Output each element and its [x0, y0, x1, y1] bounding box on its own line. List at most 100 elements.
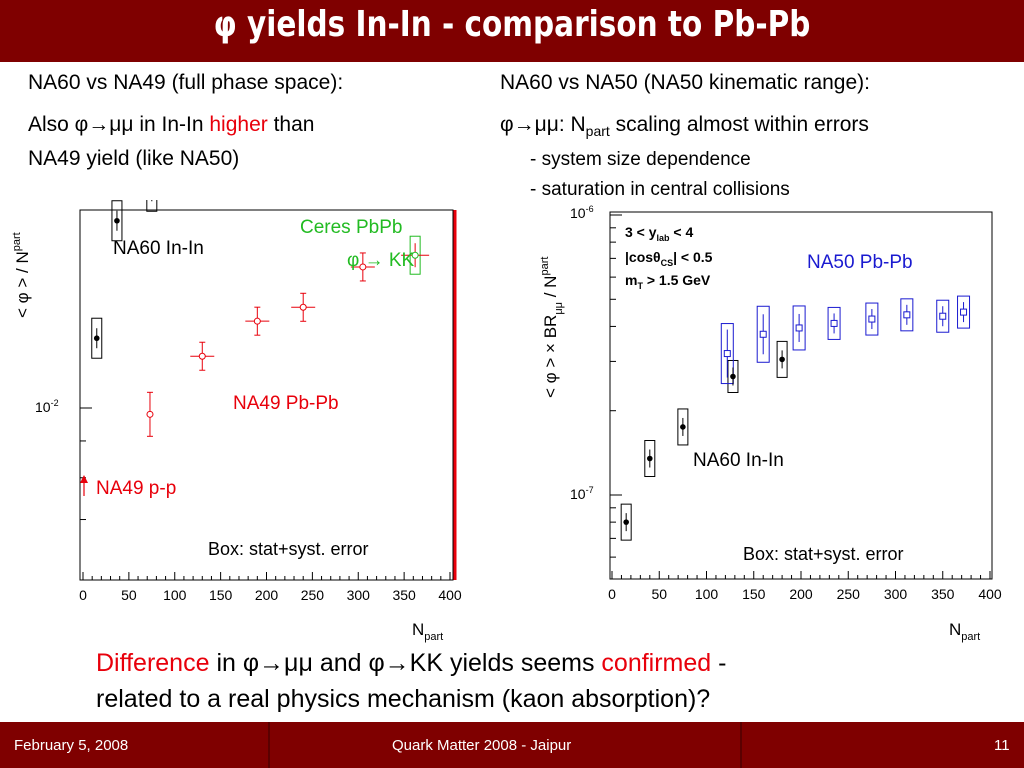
na50-point — [830, 319, 838, 327]
left-x-tick-label: 350 — [392, 587, 416, 603]
na60-right-point — [730, 373, 736, 380]
conclusion-confirmed: confirmed — [601, 649, 712, 677]
na50-point — [723, 350, 731, 358]
na60-left-point — [93, 335, 100, 342]
left-box-note: Box: stat+syst. error — [208, 539, 369, 559]
cut-mt: mT > 1.5 GeV — [625, 272, 711, 291]
label-na49-pbpb: NA49 Pb-Pb — [233, 393, 339, 414]
conclusion-dash: - — [711, 649, 727, 677]
right-y-tick-label-bottom: 10-7 — [570, 485, 594, 502]
right-x-tick-label: 300 — [884, 586, 908, 602]
right-text-line2-post: scaling almost within errors — [609, 113, 869, 136]
right-x-tick-label: 250 — [837, 586, 861, 602]
right-x-tick-label: 200 — [789, 586, 813, 602]
right-chart: 0 50 100 150 200 250 300 350 400 10-6 10-7 3 < y… — [539, 204, 1002, 643]
kinematic-cuts: 3 < ylab < 4 |cosθCS| < 0.5 mT > 1.5 GeV — [625, 224, 713, 291]
right-x-axis-label: Npart — [949, 620, 980, 643]
right-x-tick-label: 350 — [931, 586, 955, 602]
right-x-tick-label: 400 — [978, 586, 1002, 602]
na50-point — [939, 312, 947, 320]
na60-right-syst-box — [677, 408, 689, 446]
na60-left-syst-box — [111, 200, 123, 242]
na60-left-point — [114, 217, 120, 224]
left-x-tick-label: 100 — [163, 587, 187, 603]
na50-syst-box — [900, 298, 914, 332]
left-x-tick-label: 400 — [438, 587, 462, 603]
na49-pbpb-point — [253, 317, 261, 325]
footer-date: February 5, 2008 — [14, 737, 129, 754]
na50-syst-box — [827, 306, 841, 340]
na50-point — [759, 330, 767, 338]
na60-right-point — [680, 424, 686, 430]
right-x-tick-label: 50 — [651, 586, 667, 602]
label-na60-inin-left: NA60 In-In — [113, 238, 204, 259]
left-chart: 0 50 100 150 200 250 300 350 400 10-2 NA60 In-In… — [11, 200, 462, 643]
right-x-tick-label: 100 — [695, 586, 719, 602]
na49-pbpb-point — [198, 352, 206, 360]
right-x-ticks: 0 50 100 150 200 250 300 350 400 — [608, 571, 1002, 602]
left-plot-frame — [79, 209, 454, 581]
footer-divider-1 — [268, 722, 270, 768]
left-x-tick-label: 200 — [255, 587, 279, 603]
na60-right-syst-box — [620, 503, 632, 541]
label-ceres-2: φ → KK — [347, 250, 415, 271]
right-x-tick-label: 0 — [608, 586, 616, 602]
na50-syst-box — [936, 299, 950, 333]
footer-divider-2 — [740, 722, 742, 768]
right-error-boxes — [620, 295, 971, 541]
left-x-tick-label: 0 — [79, 587, 87, 603]
left-data-points — [93, 200, 430, 437]
na50-point — [868, 315, 876, 323]
na60-right-point — [647, 455, 653, 462]
na50-point — [795, 324, 803, 332]
na49-pbpb-point — [146, 410, 154, 418]
na49-pbpb-point — [359, 263, 367, 271]
right-text-bullet1: - system size dependence — [530, 149, 751, 170]
left-x-tick-label: 150 — [209, 587, 233, 603]
left-x-ticks: 0 50 100 150 200 250 300 350 400 — [79, 572, 462, 603]
right-text-bullet2: - saturation in central collisions — [530, 179, 790, 200]
left-x-tick-label: 50 — [121, 587, 137, 603]
label-na49-pp: NA49 p-p — [96, 478, 176, 499]
na49-pp-marker — [80, 475, 88, 496]
na60-left-syst-box — [146, 200, 158, 212]
na60-right-point — [779, 356, 785, 363]
footer-bar — [0, 722, 1024, 768]
right-y-axis-label: < φ > × BRμμ / Npart — [539, 257, 565, 398]
na50-syst-box — [720, 323, 734, 385]
conclusion-line2: related to a real physics mechanism (kao… — [96, 685, 711, 713]
right-y-tick-label-top: 10-6 — [570, 204, 594, 221]
na50-syst-box — [865, 302, 879, 336]
left-y-axis-label: < φ > / Npart — [11, 232, 32, 318]
label-na50-pbpb: NA50 Pb-Pb — [807, 252, 913, 273]
na60-left-syst-box — [91, 317, 103, 359]
label-na60-inin-right: NA60 In-In — [693, 450, 784, 471]
left-x-tick-label: 250 — [301, 587, 325, 603]
label-ceres-1: Ceres PbPb — [300, 217, 402, 238]
cut-costheta: |cosθCS| < 0.5 — [625, 249, 713, 268]
footer-conference: Quark Matter 2008 - Jaipur — [392, 737, 572, 754]
right-box-note: Box: stat+syst. error — [743, 544, 904, 564]
left-text-highlight: higher — [209, 113, 268, 136]
right-text-line1: NA60 vs NA50 (NA50 kinematic range): — [500, 71, 870, 94]
right-plot-frame — [609, 211, 993, 580]
ceres-point — [411, 251, 419, 259]
left-text-line3: NA49 yield (like NA50) — [28, 147, 240, 170]
na50-point — [960, 308, 968, 316]
right-data-points — [623, 302, 968, 532]
na60-right-syst-box — [644, 440, 656, 478]
conclusion-mid: in φ→μμ and φ→KK yields seems — [209, 649, 602, 677]
na60-right-syst-box — [776, 340, 788, 378]
slide-title: φ yields In-In - comparison to Pb-Pb — [213, 4, 811, 45]
right-x-tick-label: 150 — [742, 586, 766, 602]
na49-pbpb-point — [299, 303, 307, 311]
left-text-line2-post: than — [267, 113, 315, 136]
na50-syst-box — [957, 295, 971, 329]
left-text-line1: NA60 vs NA49 (full phase space): — [28, 71, 344, 94]
left-x-tick-label: 300 — [347, 587, 371, 603]
right-text-line2-pre: φ→μμ: N — [500, 113, 586, 136]
cut-rapidity: 3 < ylab < 4 — [625, 224, 694, 243]
left-y-tick-label: 10-2 — [35, 398, 59, 415]
na50-syst-box — [756, 305, 770, 363]
footer-page-number: 11 — [994, 737, 1010, 754]
